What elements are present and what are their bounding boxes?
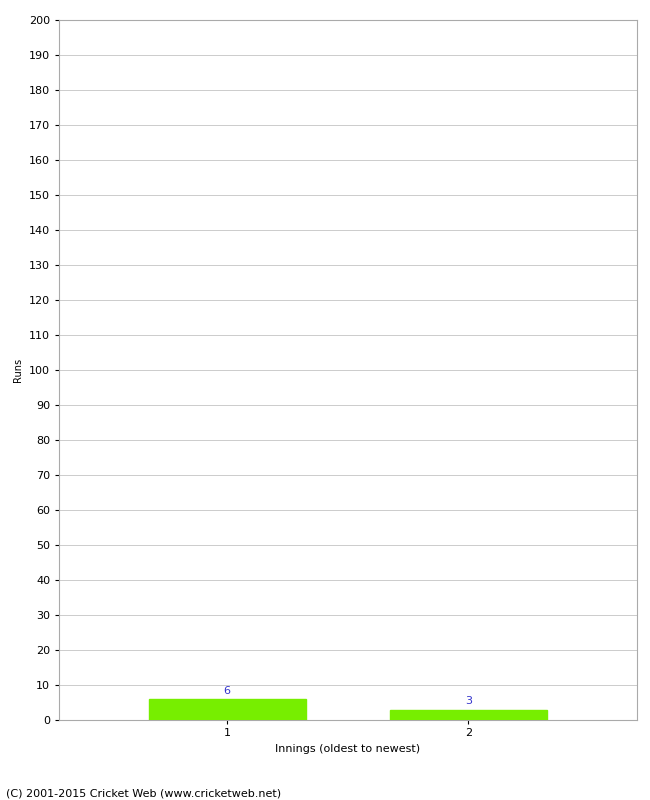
Text: (C) 2001-2015 Cricket Web (www.cricketweb.net): (C) 2001-2015 Cricket Web (www.cricketwe… [6,789,281,798]
Y-axis label: Runs: Runs [14,358,23,382]
Text: 6: 6 [224,686,231,695]
X-axis label: Innings (oldest to newest): Innings (oldest to newest) [275,744,421,754]
Bar [390,710,547,720]
Bar [149,699,306,720]
Text: 3: 3 [465,696,472,706]
